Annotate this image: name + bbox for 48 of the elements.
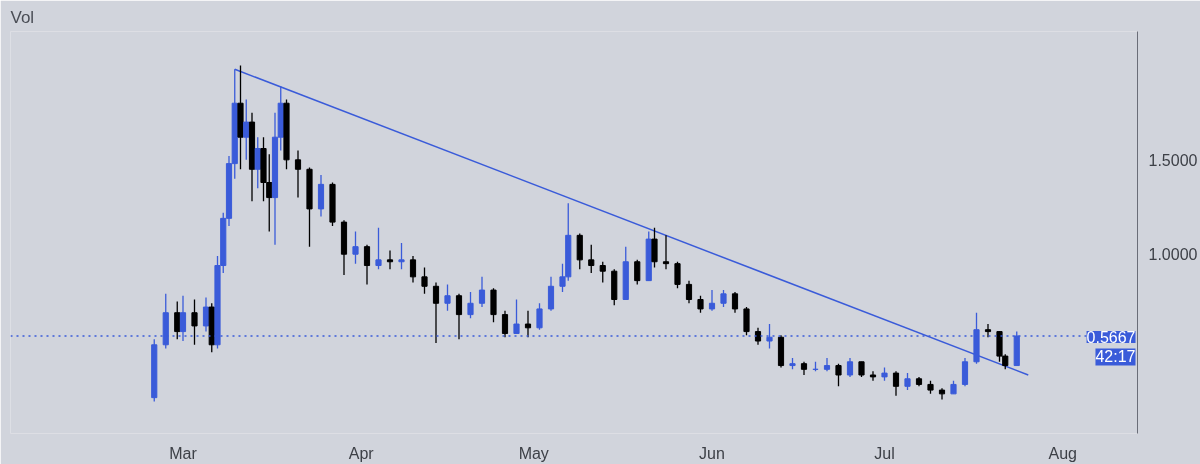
candlestick	[536, 302, 543, 331]
candlestick	[846, 357, 854, 378]
x-tick-label: May	[518, 444, 549, 462]
candlestick	[421, 266, 428, 295]
candlestick	[984, 323, 992, 338]
candlestick	[432, 281, 440, 344]
annotation: 42:17	[1095, 348, 1136, 366]
candlestick	[662, 234, 670, 270]
candlestick	[634, 259, 641, 286]
candlestick	[743, 306, 750, 337]
candlestick	[398, 242, 405, 270]
candlestick	[386, 249, 394, 270]
x-tick-label: Jul	[874, 444, 895, 462]
candlestick	[478, 276, 486, 308]
x-tick-label: Jun	[699, 444, 725, 462]
candlestick	[685, 279, 693, 304]
candlestick	[961, 357, 969, 387]
candlestick	[501, 310, 509, 338]
candlestick	[294, 149, 302, 199]
candlestick	[375, 227, 382, 270]
candlestick	[674, 261, 681, 289]
y-tick-label: 1.5000	[1148, 151, 1198, 169]
candlestick	[243, 98, 250, 161]
candlestick	[444, 283, 451, 312]
candlestick	[823, 357, 831, 372]
candlestick	[409, 255, 417, 284]
candlestick	[547, 276, 555, 312]
candlestick	[467, 291, 474, 320]
x-tick-label: Apr	[348, 444, 375, 462]
candlestick	[524, 310, 532, 338]
candlestick	[869, 370, 877, 382]
candlestick	[588, 244, 595, 274]
candlestick	[651, 227, 658, 269]
candlestick	[599, 261, 606, 284]
x-tick-label: Mar	[169, 444, 198, 462]
candlestick	[455, 293, 463, 340]
candlestick	[191, 298, 198, 346]
candlestick	[352, 230, 359, 265]
y-tick-label: 1.0000	[1148, 246, 1198, 264]
ref-line-label: 0.5667	[1086, 328, 1136, 346]
candlestick	[708, 289, 716, 312]
candlestick	[892, 370, 900, 397]
chart-title: Vol	[10, 7, 35, 27]
candlestick	[363, 244, 371, 286]
candlestick	[731, 291, 739, 314]
x-tick-label: Aug	[1048, 444, 1077, 462]
candlestick	[835, 363, 842, 387]
candlestick	[202, 296, 210, 333]
